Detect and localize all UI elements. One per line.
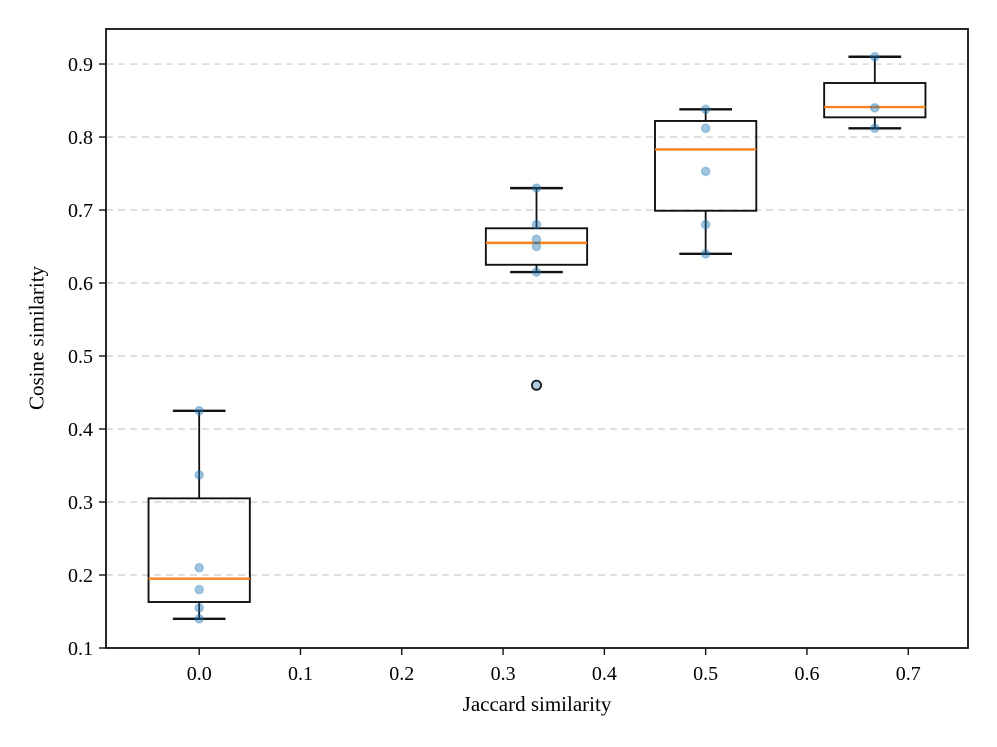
y-tick-label: 0.3 (68, 492, 93, 514)
data-point (869, 51, 880, 62)
x-tick-label: 0.2 (389, 663, 414, 685)
data-point (531, 183, 542, 194)
axes-frame (105, 28, 969, 649)
x-tick-label: 0.1 (288, 663, 313, 685)
data-point (194, 602, 205, 613)
data-point (194, 584, 205, 595)
x-axis-label: Jaccard similarity (462, 692, 612, 716)
data-point (700, 166, 711, 177)
data-point (700, 248, 711, 259)
box (147, 497, 251, 603)
x-tick-label: 0.6 (794, 663, 819, 685)
data-point (531, 267, 542, 277)
y-tick-label: 0.9 (68, 54, 93, 76)
y-axis-label: Cosine similarity (24, 265, 49, 411)
y-tick-label: 0.8 (68, 127, 93, 149)
box (484, 227, 589, 266)
y-tick-label: 0.6 (68, 273, 93, 295)
box (823, 82, 927, 119)
data-point (194, 405, 205, 416)
y-tick-label: 0.4 (68, 419, 93, 441)
data-point (700, 123, 711, 134)
data-point (194, 613, 205, 624)
outlier-point (530, 379, 542, 391)
data-point (869, 123, 880, 134)
data-point (194, 470, 205, 480)
data-point (194, 562, 205, 573)
data-point (869, 102, 880, 113)
y-tick-label: 0.7 (68, 200, 93, 222)
box (654, 120, 758, 212)
x-tick-label: 0.3 (491, 663, 516, 685)
x-tick-label: 0.0 (187, 663, 212, 685)
y-tick-label: 0.5 (68, 346, 93, 368)
x-tick-label: 0.4 (592, 663, 617, 685)
data-point (531, 219, 542, 230)
y-tick-label: 0.2 (68, 565, 93, 587)
data-point (531, 241, 542, 252)
x-tick-label: 0.7 (896, 663, 921, 685)
x-tick-label: 0.5 (693, 663, 718, 685)
data-point (700, 219, 711, 230)
y-tick-label: 0.1 (68, 638, 93, 660)
data-point (700, 104, 711, 115)
data-point (531, 234, 542, 245)
